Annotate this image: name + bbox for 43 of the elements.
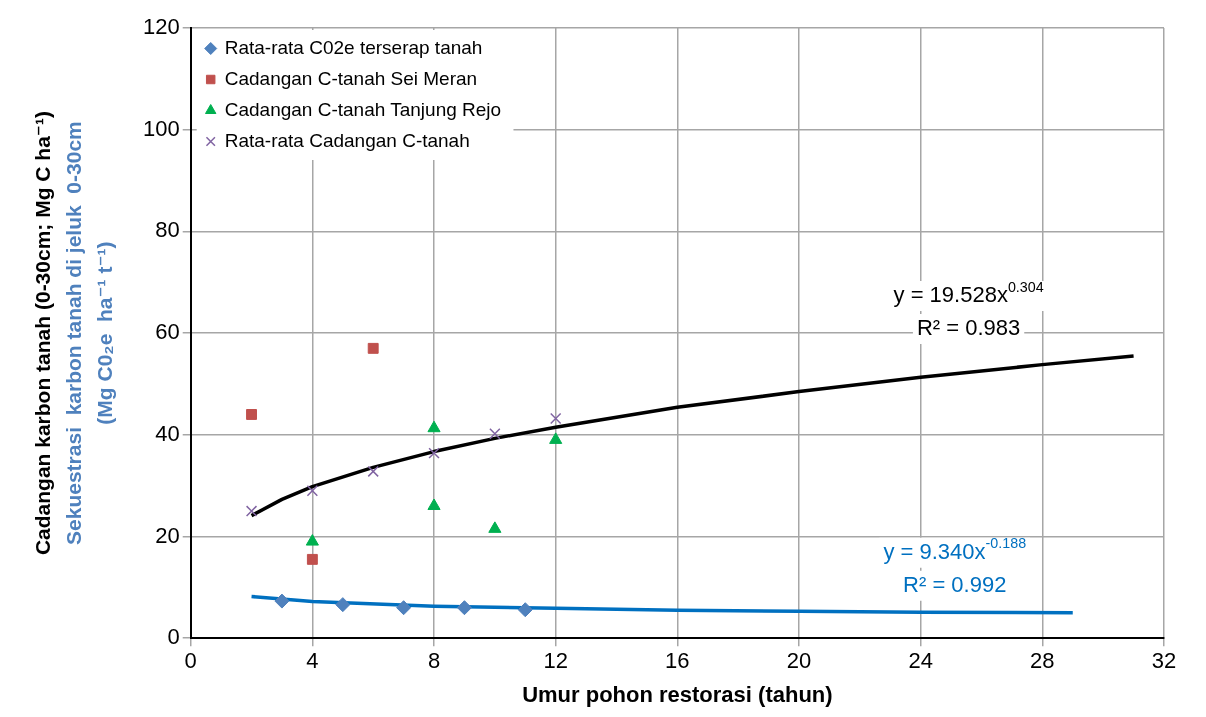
point xyxy=(456,600,472,616)
legend-label: Rata-rata C02e terserap tanah xyxy=(224,36,483,58)
y-tick-label: 0 xyxy=(167,624,180,650)
point xyxy=(396,600,412,616)
y-tick-label: 120 xyxy=(142,14,180,40)
x-tick-label: 4 xyxy=(306,648,319,674)
y-tick-label: 80 xyxy=(155,217,180,243)
y-tick-label: 20 xyxy=(155,522,180,548)
y-axis-title: Cadangan karbon tanah (0-30cm; Mg C ha⁻¹) Sekuestrasi karbon tanah di jeluk 0-30cm (Mg C0₂e ha⁻¹ t⁻¹) xyxy=(30,111,116,556)
annotation: R² = 0.983 xyxy=(916,315,1021,341)
point xyxy=(246,409,257,420)
point xyxy=(488,521,502,533)
x-tick-label: 24 xyxy=(908,648,933,674)
x-tick-label: 16 xyxy=(665,648,690,674)
x-axis-title: Umur pohon restorasi (tahun) xyxy=(522,681,833,707)
point xyxy=(245,505,258,517)
y-tick-label: 100 xyxy=(142,115,180,141)
legend-label: Cadangan C-tanah Tanjung Rejo xyxy=(224,98,502,120)
x-tick-label: 8 xyxy=(427,648,441,674)
point xyxy=(549,432,563,444)
point xyxy=(274,593,290,609)
y-tick-label: 60 xyxy=(155,319,180,345)
point xyxy=(367,465,379,478)
point xyxy=(428,447,440,459)
point xyxy=(517,602,533,618)
point xyxy=(335,597,351,613)
point xyxy=(306,553,318,565)
x-tick-label: 28 xyxy=(1030,648,1055,674)
x-tick-label: 12 xyxy=(543,648,568,674)
x-tick-label: 20 xyxy=(786,648,812,674)
point xyxy=(305,534,319,546)
x-tick-label: 0 xyxy=(184,648,197,674)
legend-label: Cadangan C-tanah Sei Meran xyxy=(224,67,478,89)
point xyxy=(306,485,319,497)
point xyxy=(427,498,441,510)
x-tick-label: 32 xyxy=(1151,648,1177,674)
y-tick-label: 40 xyxy=(155,420,180,446)
point xyxy=(427,420,441,433)
point xyxy=(489,428,501,440)
legend-label: Rata-rata Cadangan C-tanah xyxy=(224,129,470,151)
point xyxy=(367,342,379,354)
point xyxy=(549,412,562,425)
annotation: R² = 0.992 xyxy=(903,571,1007,597)
